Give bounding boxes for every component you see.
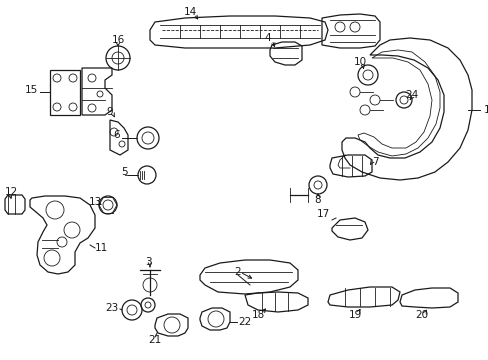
- Text: 2: 2: [234, 267, 241, 277]
- Text: 10: 10: [353, 57, 366, 67]
- Text: 8: 8: [314, 195, 321, 205]
- Text: 5: 5: [121, 167, 128, 177]
- Text: 3: 3: [144, 257, 151, 267]
- Text: 19: 19: [347, 310, 361, 320]
- Text: 4: 4: [264, 33, 271, 43]
- Text: 16: 16: [111, 35, 124, 45]
- Text: 7: 7: [371, 157, 378, 167]
- Text: 24: 24: [405, 90, 418, 100]
- Text: 18: 18: [251, 310, 264, 320]
- Text: 21: 21: [148, 335, 161, 345]
- Text: 6: 6: [113, 130, 120, 140]
- Text: 17: 17: [316, 209, 329, 219]
- Text: 20: 20: [415, 310, 427, 320]
- Text: 9: 9: [106, 107, 113, 117]
- Text: 1: 1: [483, 105, 488, 115]
- Text: 11: 11: [95, 243, 108, 253]
- Text: 22: 22: [238, 317, 251, 327]
- Text: 15: 15: [25, 85, 38, 95]
- Text: 12: 12: [5, 187, 18, 197]
- Text: 23: 23: [104, 303, 118, 313]
- Text: 13: 13: [88, 197, 102, 207]
- Text: 14: 14: [183, 7, 196, 17]
